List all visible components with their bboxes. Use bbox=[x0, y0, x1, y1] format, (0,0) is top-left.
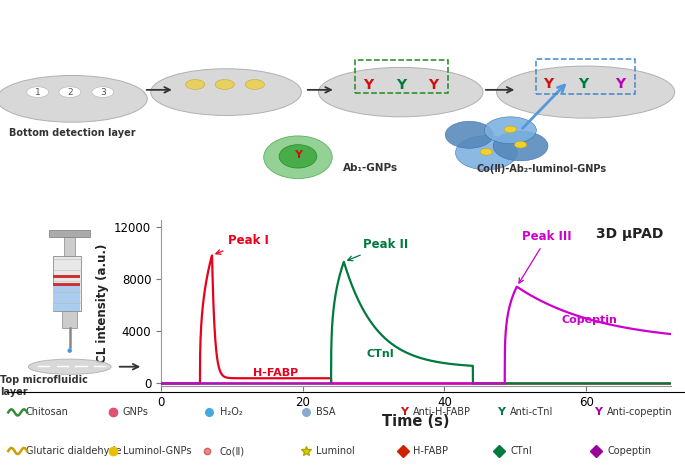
Text: Bottom detection layer: Bottom detection layer bbox=[9, 128, 135, 138]
Ellipse shape bbox=[319, 67, 483, 117]
Text: Y: Y bbox=[400, 408, 408, 417]
Ellipse shape bbox=[514, 141, 527, 148]
Bar bbox=[53, 286, 80, 311]
Ellipse shape bbox=[504, 126, 516, 133]
Text: 3: 3 bbox=[100, 88, 105, 96]
Ellipse shape bbox=[484, 117, 536, 144]
Ellipse shape bbox=[67, 349, 72, 353]
Ellipse shape bbox=[264, 136, 332, 179]
Text: CTnI: CTnI bbox=[366, 349, 395, 359]
Text: Co(Ⅱ): Co(Ⅱ) bbox=[220, 446, 245, 456]
Ellipse shape bbox=[59, 87, 81, 97]
Text: 2: 2 bbox=[67, 88, 73, 96]
Text: GNPs: GNPs bbox=[123, 408, 149, 417]
Bar bbox=[53, 256, 81, 311]
Text: CTnI: CTnI bbox=[510, 446, 532, 456]
Text: Peak II: Peak II bbox=[348, 238, 408, 261]
Text: Anti-H-FABP: Anti-H-FABP bbox=[413, 408, 471, 417]
Text: Luminol-GNPs: Luminol-GNPs bbox=[123, 446, 191, 456]
Bar bbox=[53, 275, 80, 278]
Ellipse shape bbox=[493, 131, 548, 161]
Text: Chitosan: Chitosan bbox=[26, 408, 68, 417]
Ellipse shape bbox=[151, 69, 301, 116]
Text: Y: Y bbox=[543, 78, 553, 91]
Bar bbox=[53, 283, 80, 286]
Bar bbox=[49, 230, 90, 236]
Text: 3D μPAD: 3D μPAD bbox=[596, 227, 664, 241]
Text: H-FABP: H-FABP bbox=[413, 446, 449, 456]
Ellipse shape bbox=[27, 87, 49, 97]
Text: Y: Y bbox=[615, 78, 625, 91]
Text: Luminol: Luminol bbox=[316, 446, 356, 456]
Ellipse shape bbox=[245, 80, 264, 89]
Text: Copeptin: Copeptin bbox=[562, 315, 617, 325]
Text: Y: Y bbox=[428, 78, 438, 92]
Text: Ab₁-GNPs: Ab₁-GNPs bbox=[342, 163, 397, 174]
Text: Y: Y bbox=[579, 78, 588, 91]
Ellipse shape bbox=[445, 121, 493, 148]
Ellipse shape bbox=[480, 148, 493, 155]
Ellipse shape bbox=[279, 145, 316, 168]
Ellipse shape bbox=[456, 136, 517, 170]
Bar bbox=[62, 311, 77, 328]
Text: Peak III: Peak III bbox=[519, 230, 572, 283]
Text: H₂O₂: H₂O₂ bbox=[220, 408, 242, 417]
Text: Y: Y bbox=[396, 78, 406, 92]
Y-axis label: CL intensity (a.u.): CL intensity (a.u.) bbox=[96, 243, 108, 363]
Text: Y: Y bbox=[364, 78, 373, 92]
Text: 1: 1 bbox=[35, 88, 40, 96]
Text: Y: Y bbox=[594, 408, 601, 417]
Ellipse shape bbox=[186, 80, 205, 89]
Text: Glutaric dialdehyde: Glutaric dialdehyde bbox=[26, 446, 121, 456]
Text: Anti-copeptin: Anti-copeptin bbox=[607, 408, 673, 417]
Ellipse shape bbox=[0, 75, 147, 122]
Ellipse shape bbox=[497, 66, 675, 118]
Text: Copeptin: Copeptin bbox=[607, 446, 651, 456]
Text: BSA: BSA bbox=[316, 408, 336, 417]
Text: Top microfluidic
layer: Top microfluidic layer bbox=[0, 375, 88, 396]
Text: H-FABP: H-FABP bbox=[253, 368, 299, 378]
Ellipse shape bbox=[28, 359, 111, 374]
Text: Anti-cTnI: Anti-cTnI bbox=[510, 408, 553, 417]
Ellipse shape bbox=[215, 80, 234, 89]
Text: Y: Y bbox=[294, 150, 302, 160]
X-axis label: Time (s): Time (s) bbox=[382, 414, 450, 429]
Text: Co(Ⅱ)-Ab₂-luminol-GNPs: Co(Ⅱ)-Ab₂-luminol-GNPs bbox=[476, 164, 606, 174]
Ellipse shape bbox=[92, 87, 114, 97]
Text: Y: Y bbox=[497, 408, 505, 417]
Bar bbox=[64, 234, 75, 256]
Text: Peak I: Peak I bbox=[216, 234, 269, 254]
